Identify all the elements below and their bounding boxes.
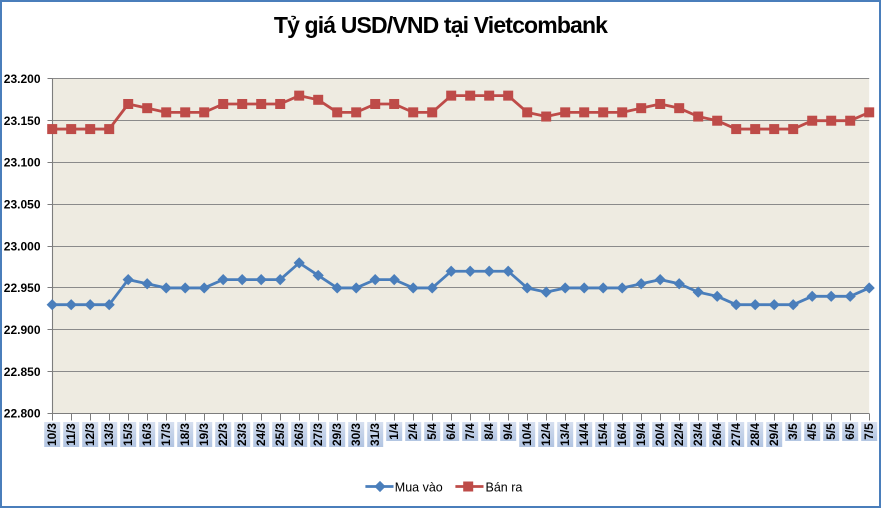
svg-text:31/3: 31/3: [368, 423, 382, 446]
svg-text:23.000: 23.000: [4, 239, 41, 253]
svg-text:14/4: 14/4: [577, 423, 591, 446]
svg-text:4/5: 4/5: [805, 423, 819, 440]
svg-text:12/3: 12/3: [83, 423, 97, 446]
svg-text:10/4: 10/4: [520, 423, 534, 446]
svg-text:25/3: 25/3: [273, 423, 287, 446]
svg-text:22.900: 22.900: [4, 323, 41, 337]
svg-text:23.200: 23.200: [4, 72, 41, 86]
svg-text:Mua vào: Mua vào: [395, 481, 443, 495]
svg-text:29/4: 29/4: [767, 423, 781, 446]
svg-text:23/4: 23/4: [691, 423, 705, 446]
svg-text:9/4: 9/4: [501, 423, 515, 440]
svg-text:22.800: 22.800: [4, 407, 41, 421]
svg-text:16/4: 16/4: [615, 423, 629, 446]
svg-text:5/4: 5/4: [425, 423, 439, 440]
svg-text:7/5: 7/5: [862, 423, 876, 440]
svg-text:22/4: 22/4: [672, 423, 686, 446]
svg-text:27/3: 27/3: [311, 423, 325, 446]
svg-text:2/4: 2/4: [406, 423, 420, 440]
svg-text:23.050: 23.050: [4, 198, 41, 212]
svg-text:24/3: 24/3: [254, 423, 268, 446]
svg-text:19/4: 19/4: [634, 423, 648, 446]
svg-text:6/4: 6/4: [444, 423, 458, 440]
svg-text:7/4: 7/4: [463, 423, 477, 440]
svg-text:19/3: 19/3: [197, 423, 211, 446]
svg-text:17/3: 17/3: [159, 423, 173, 446]
svg-text:8/4: 8/4: [482, 423, 496, 440]
svg-text:26/3: 26/3: [292, 423, 306, 446]
svg-text:Tỷ giá USD/VND tại Vietcombank: Tỷ giá USD/VND tại Vietcombank: [274, 12, 608, 38]
svg-text:28/4: 28/4: [748, 423, 762, 446]
svg-text:23.100: 23.100: [4, 156, 41, 170]
svg-text:10/3: 10/3: [45, 423, 59, 446]
svg-text:22.850: 22.850: [4, 365, 41, 379]
svg-text:1/4: 1/4: [387, 423, 401, 440]
svg-text:5/5: 5/5: [824, 423, 838, 440]
svg-text:27/4: 27/4: [729, 423, 743, 446]
svg-text:23/3: 23/3: [235, 423, 249, 446]
svg-text:18/3: 18/3: [178, 423, 192, 446]
svg-text:29/3: 29/3: [330, 423, 344, 446]
svg-text:20/4: 20/4: [653, 423, 667, 446]
svg-text:26/4: 26/4: [710, 423, 724, 446]
svg-text:30/3: 30/3: [349, 423, 363, 446]
svg-text:22/3: 22/3: [216, 423, 230, 446]
svg-text:12/4: 12/4: [539, 423, 553, 446]
svg-text:11/3: 11/3: [64, 423, 78, 446]
svg-text:3/5: 3/5: [786, 423, 800, 440]
svg-text:13/3: 13/3: [102, 423, 116, 446]
svg-text:16/3: 16/3: [140, 423, 154, 446]
svg-text:23.150: 23.150: [4, 114, 41, 128]
svg-text:22.950: 22.950: [4, 281, 41, 295]
svg-text:Bán ra: Bán ra: [486, 481, 523, 495]
svg-text:13/4: 13/4: [558, 423, 572, 446]
svg-text:15/4: 15/4: [596, 423, 610, 446]
svg-text:15/3: 15/3: [121, 423, 135, 446]
svg-text:6/5: 6/5: [843, 423, 857, 440]
